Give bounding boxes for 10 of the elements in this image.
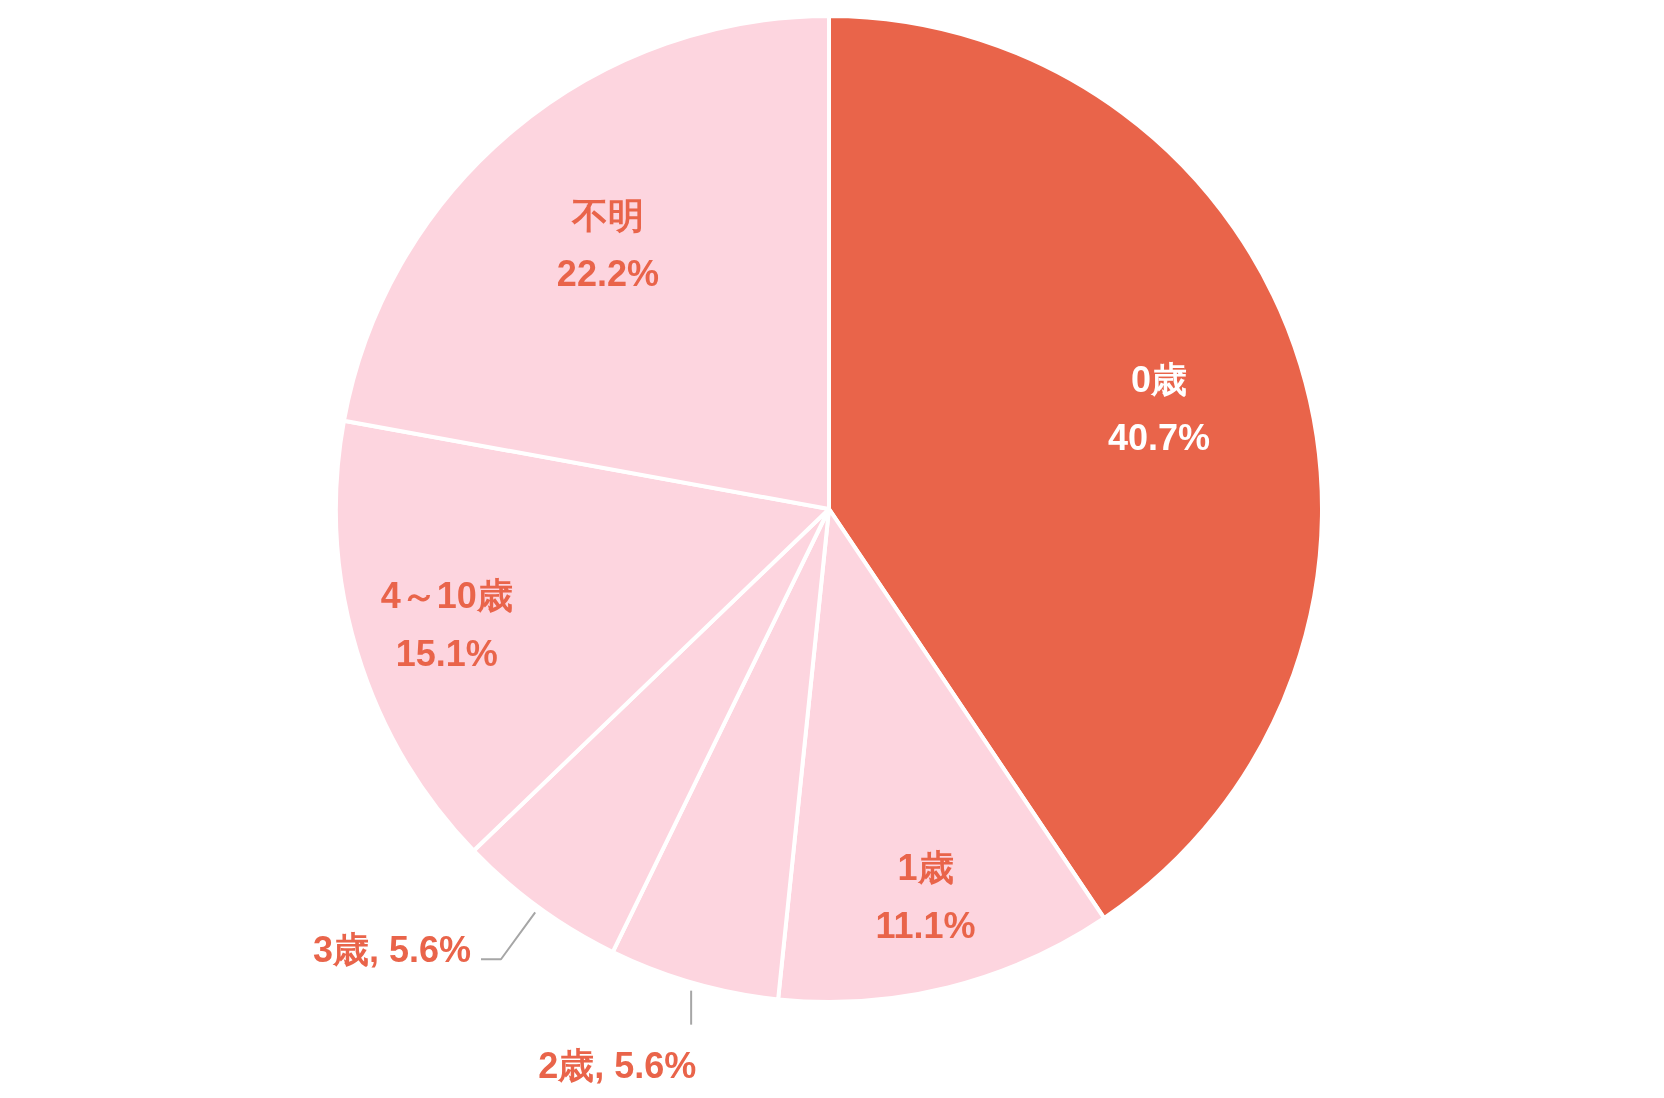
data-label: 15.1%: [395, 632, 498, 674]
slice-label: 3歳, 5.6%: [312, 928, 471, 970]
data-label: 11.1%: [875, 904, 976, 946]
data-label: 22.2%: [556, 252, 659, 294]
slice-label: 0歳: [1131, 358, 1188, 400]
slice-label: 4～10歳: [380, 574, 513, 616]
slice-label: 2歳, 5.6%: [538, 1045, 697, 1087]
slice-label: 不明: [570, 194, 644, 236]
data-label: 40.7%: [1108, 416, 1211, 458]
slice-label: 1歳: [897, 846, 954, 888]
